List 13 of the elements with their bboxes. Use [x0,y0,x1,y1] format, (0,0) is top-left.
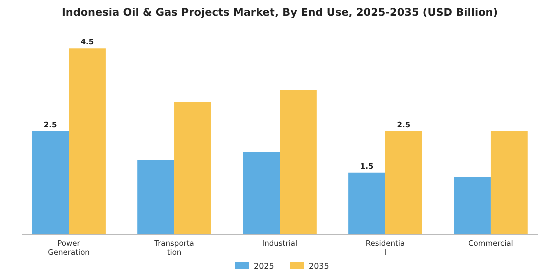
bar [174,102,212,235]
bar [243,152,280,235]
bar [32,131,70,235]
bar [385,131,422,235]
bar [138,160,175,235]
bar [490,131,528,235]
bar [454,177,491,235]
bar [348,172,386,235]
legend-label: 2025 [254,262,274,271]
bar [280,90,317,235]
legend-label: 2035 [309,262,330,271]
bar [69,48,106,235]
chart-title: Indonesia Oil & Gas Projects Market, By End Use, 2025-2035 (USD Billion) [62,7,498,19]
